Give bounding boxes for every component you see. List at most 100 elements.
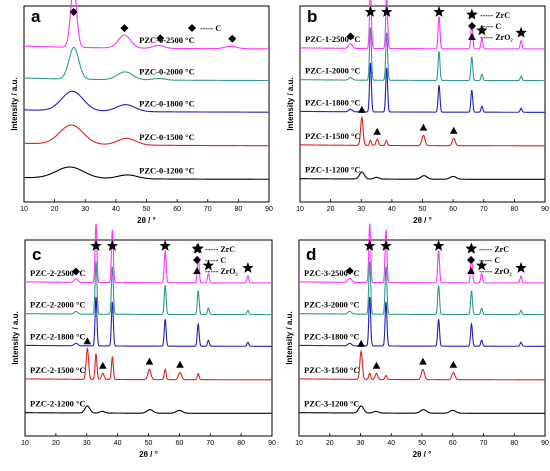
x-tick-label: 50 bbox=[419, 206, 427, 213]
star-marker bbox=[515, 261, 527, 273]
x-tick-label: 20 bbox=[51, 206, 59, 213]
legend-star-icon bbox=[466, 9, 478, 20]
diamond-marker bbox=[120, 24, 129, 33]
x-tick-label: 70 bbox=[480, 440, 488, 447]
star-marker bbox=[380, 6, 393, 17]
triangle-marker bbox=[83, 337, 92, 345]
series-label: PZC-0-1500 °C bbox=[139, 132, 195, 142]
series-label: PZC-2-1500 °C bbox=[30, 365, 86, 375]
x-tick-label: 70 bbox=[206, 440, 214, 447]
series-line bbox=[23, 124, 269, 147]
x-tick-label: 80 bbox=[234, 206, 242, 213]
star-marker bbox=[364, 240, 376, 251]
x-tick-label: 70 bbox=[480, 206, 488, 213]
diamond-marker bbox=[346, 32, 355, 41]
star-marker bbox=[159, 240, 171, 251]
series-label: PZC-1-2500 °C bbox=[305, 34, 361, 44]
star-marker bbox=[202, 259, 215, 271]
legend-text: ----- C bbox=[479, 256, 500, 265]
series-line bbox=[299, 171, 545, 180]
series-label: PZC-1-1500 °C bbox=[305, 131, 361, 141]
legend-text: ----- ZrC bbox=[479, 245, 509, 254]
x-tick-label: 30 bbox=[357, 206, 365, 213]
x-tick-label: 90 bbox=[541, 440, 549, 447]
series-label: PZC-3-2500 °C bbox=[304, 268, 360, 278]
diamond-marker bbox=[156, 34, 165, 43]
star-marker bbox=[242, 261, 254, 273]
x-tick-label: 60 bbox=[173, 206, 181, 213]
series-label: PZC-0-1200 °C bbox=[139, 165, 195, 175]
star-marker bbox=[90, 240, 102, 251]
series-label: PZC-2-1200 °C bbox=[30, 398, 86, 408]
series-line bbox=[23, 90, 269, 113]
x-tick-label: 30 bbox=[83, 440, 91, 447]
series-line bbox=[300, 62, 545, 113]
triangle-marker bbox=[145, 357, 154, 365]
legend-text: ----- ZrO₂ bbox=[480, 33, 513, 42]
legend-text: ----- ZrC bbox=[480, 11, 510, 20]
x-axis-title: 2θ / ° bbox=[139, 450, 158, 459]
series-label: PZC-3-1800 °C bbox=[304, 331, 360, 341]
series-label: PZC-3-2000 °C bbox=[304, 300, 360, 310]
legend-text: ----- ZrO₂ bbox=[205, 267, 238, 276]
diamond-marker bbox=[345, 266, 354, 275]
x-tick-label: 30 bbox=[357, 440, 365, 447]
x-tick-label: 90 bbox=[265, 206, 273, 213]
series-line bbox=[24, 166, 269, 180]
x-tick-label: 30 bbox=[81, 206, 89, 213]
legend-text: ----- ZrO₂ bbox=[479, 267, 512, 276]
legend-diamond-icon bbox=[468, 22, 476, 30]
legend-text: ----- ZrC bbox=[205, 245, 235, 254]
series-label: PZC-1-1800 °C bbox=[305, 97, 361, 107]
x-tick-label: 40 bbox=[387, 440, 395, 447]
series-label: PZC-3-1200 °C bbox=[304, 398, 360, 408]
x-axis-title: 2θ / ° bbox=[137, 216, 156, 225]
panel-letter: b bbox=[307, 7, 317, 26]
diamond-marker bbox=[71, 267, 80, 276]
legend-star-icon bbox=[191, 243, 203, 254]
series-line bbox=[24, 405, 272, 414]
x-tick-label: 20 bbox=[327, 206, 335, 213]
series-line bbox=[23, 46, 269, 82]
y-axis-title: Intensity / a.u. bbox=[285, 311, 294, 364]
x-tick-label: 40 bbox=[388, 206, 396, 213]
series-label: PZC-0-2000 °C bbox=[139, 67, 195, 77]
triangle-marker bbox=[449, 126, 458, 134]
series-line bbox=[25, 261, 272, 316]
series-line bbox=[299, 261, 545, 316]
legend-star-icon bbox=[465, 243, 477, 254]
series-line bbox=[299, 296, 545, 347]
series-line bbox=[299, 115, 545, 147]
series-label: PZC-2-2500 °C bbox=[30, 268, 86, 278]
y-axis-title: Intensity / a.u. bbox=[11, 311, 20, 364]
x-tick-label: 80 bbox=[237, 440, 245, 447]
panel-b: 10 20 30 40 50 60 70 80 90 2θ / ° Intensity / a.u.… bbox=[286, 0, 549, 225]
x-axis-title: 2θ / ° bbox=[413, 216, 432, 225]
legend-text: ----- C bbox=[200, 24, 221, 33]
legend-triangle-icon bbox=[467, 267, 475, 274]
series-line bbox=[24, 347, 272, 381]
star-marker bbox=[515, 26, 527, 38]
x-tick-label: 90 bbox=[268, 440, 276, 447]
x-tick-label: 40 bbox=[114, 440, 122, 447]
x-tick-label: 80 bbox=[510, 440, 518, 447]
x-tick-label: 60 bbox=[175, 440, 183, 447]
series-label: PZC-0-1800 °C bbox=[139, 98, 195, 108]
diamond-marker bbox=[69, 8, 78, 16]
legend-diamond-icon bbox=[193, 256, 201, 264]
x-tick-label: 80 bbox=[510, 206, 518, 213]
x-tick-label: 20 bbox=[326, 440, 334, 447]
panel-letter: c bbox=[32, 245, 41, 264]
panel-letter: a bbox=[31, 7, 41, 26]
x-tick-label: 20 bbox=[52, 440, 60, 447]
x-tick-label: 10 bbox=[295, 440, 303, 447]
star-marker bbox=[433, 6, 445, 17]
triangle-marker bbox=[99, 361, 107, 369]
triangle-marker bbox=[419, 123, 428, 131]
series-label: PZC-3-1500 °C bbox=[304, 365, 360, 375]
x-tick-label: 50 bbox=[143, 206, 151, 213]
star-marker bbox=[380, 240, 392, 251]
x-tick-label: 40 bbox=[112, 206, 120, 213]
legend-text: ----- C bbox=[205, 256, 226, 265]
